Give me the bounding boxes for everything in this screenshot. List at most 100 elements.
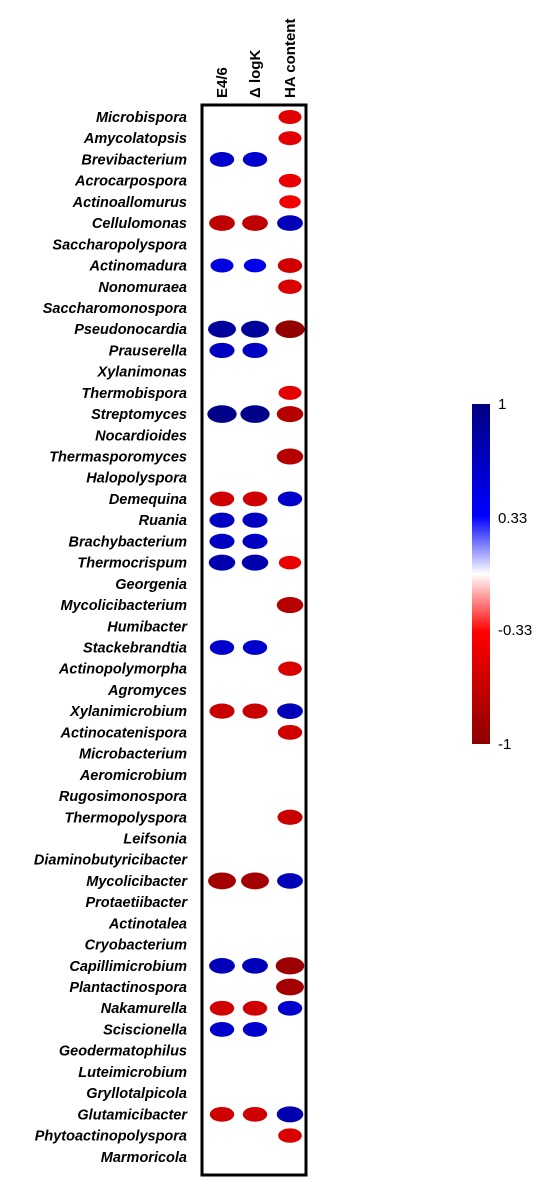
heatmap-cell: [209, 703, 235, 719]
heatmap-cell: [209, 512, 235, 528]
heatmap-cell: [209, 342, 235, 359]
heatmap-cell: [275, 320, 305, 339]
heatmap-cell: [209, 1106, 235, 1122]
row-label: Prauserella: [109, 343, 187, 359]
heatmap-cell: [242, 1000, 268, 1016]
heatmap-cell: [278, 385, 302, 400]
row-label: Aeromicrobium: [79, 768, 187, 784]
row-label: Microbacterium: [79, 747, 187, 763]
heatmap-cell: [209, 1000, 235, 1016]
heatmap-cell: [242, 1106, 268, 1122]
heatmap-cell: [276, 597, 304, 614]
row-label: Rugosimonospora: [59, 789, 187, 805]
row-label: Actinoallomurus: [72, 195, 187, 211]
row-label: Pseudonocardia: [74, 322, 187, 338]
heatmap-cell: [210, 258, 234, 273]
row-label: Actinotalea: [108, 916, 187, 932]
row-label: Protaetiibacter: [85, 895, 188, 911]
heatmap-cell: [242, 958, 268, 974]
heatmap-cell: [209, 1022, 235, 1037]
row-label: Amycolatopsis: [83, 131, 187, 147]
heatmap-cell: [207, 405, 237, 423]
colorbar-tick-label: -0.33: [498, 622, 532, 639]
heatmap-cell: [241, 320, 269, 338]
heatmap-cell: [242, 640, 268, 655]
heatmap-cell: [242, 342, 268, 359]
heatmap-cell: [242, 533, 268, 550]
heatmap-cell: [278, 173, 302, 188]
row-label: Halopolyspora: [86, 471, 187, 487]
row-label: Microbispora: [96, 110, 187, 126]
row-label: Luteimicrobium: [78, 1065, 187, 1081]
column-label: E4/6: [214, 67, 231, 98]
row-label: Georgenia: [115, 577, 187, 593]
row-label: Mycolicibacterium: [60, 598, 187, 614]
row-label: Saccharopolyspora: [52, 237, 187, 253]
colorbar: [472, 404, 490, 744]
row-label: Stackebrandtia: [83, 641, 187, 657]
row-label: Gryllotalpicola: [86, 1086, 187, 1102]
heatmap-cell: [209, 958, 235, 974]
row-label: Phytoactinopolyspora: [35, 1129, 187, 1145]
row-label: Brevibacterium: [81, 152, 187, 168]
heatmap-cell: [277, 215, 303, 231]
row-label: Cellulomonas: [92, 216, 187, 232]
row-label: Nocardioides: [95, 428, 187, 444]
heatmap-cell: [242, 1022, 268, 1037]
heatmap-cell: [208, 320, 236, 338]
heatmap-cell: [209, 640, 235, 655]
heatmap-frame: [200, 103, 308, 1177]
row-label: Nakamurella: [101, 1001, 187, 1017]
heatmap-cell: [278, 131, 302, 146]
heatmap-cell: [276, 406, 304, 423]
heatmap-cell: [242, 703, 268, 719]
heatmap-cell: [242, 491, 268, 507]
row-label: Demequina: [109, 492, 187, 508]
heatmap-cell: [209, 491, 235, 507]
colorbar-tick-label: 1: [498, 396, 506, 413]
row-label: Ruania: [139, 513, 187, 529]
row-label: Glutamicibacter: [77, 1107, 188, 1123]
row-label: Thermocrispum: [77, 556, 187, 572]
heatmap-cell: [242, 152, 268, 167]
heatmap-cell: [277, 873, 303, 889]
column-labels: E4/6 Δ logK HA content: [214, 19, 299, 98]
row-label: Geodermatophilus: [59, 1044, 187, 1060]
heatmap-cell: [277, 258, 303, 273]
row-label: Xylanimicrobium: [69, 704, 187, 720]
row-label: Humibacter: [107, 619, 188, 635]
column-label: HA content: [282, 19, 299, 98]
row-label: Thermobispora: [81, 386, 187, 402]
heatmap-cell: [209, 533, 235, 550]
row-label: Actinopolymorpha: [58, 662, 187, 678]
heatmap-cell: [278, 279, 302, 294]
heatmap-cell: [276, 1106, 304, 1123]
row-label: Acrocarpospora: [74, 174, 187, 190]
heatmap-cell: [242, 215, 268, 231]
heatmap-cell: [277, 809, 303, 825]
row-label: Xylanimonas: [97, 365, 187, 381]
heatmap-cell: [277, 703, 303, 719]
heatmap-cell: [243, 258, 267, 273]
row-label: Actinomadura: [89, 259, 188, 275]
heatmap-cell: [209, 215, 235, 231]
row-label: Marmoricola: [101, 1150, 187, 1166]
row-label: Actinocatenispora: [60, 725, 188, 741]
row-label: Mycolicibacter: [86, 874, 188, 890]
row-label: Brachybacterium: [69, 534, 188, 550]
colorbar-tick-label: 0.33: [498, 510, 527, 527]
row-label: Streptomyces: [91, 407, 187, 423]
heatmap-cells: [207, 110, 305, 1143]
row-label: Plantactinospora: [69, 980, 187, 996]
heatmap-cell: [240, 405, 270, 423]
heatmap-cell: [279, 195, 301, 209]
heatmap-cell: [277, 1000, 303, 1016]
heatmap-cell: [277, 491, 303, 507]
heatmap-cell: [208, 872, 236, 890]
row-label: Cryobacterium: [85, 938, 187, 954]
row-label: Thermasporomyces: [49, 450, 187, 466]
row-labels: Microbispora Amycolatopsis Brevibacterium A…: [34, 110, 188, 1166]
row-label: Diaminobutyricibacter: [34, 853, 188, 869]
colorbar-tick-label: -1: [498, 736, 511, 753]
